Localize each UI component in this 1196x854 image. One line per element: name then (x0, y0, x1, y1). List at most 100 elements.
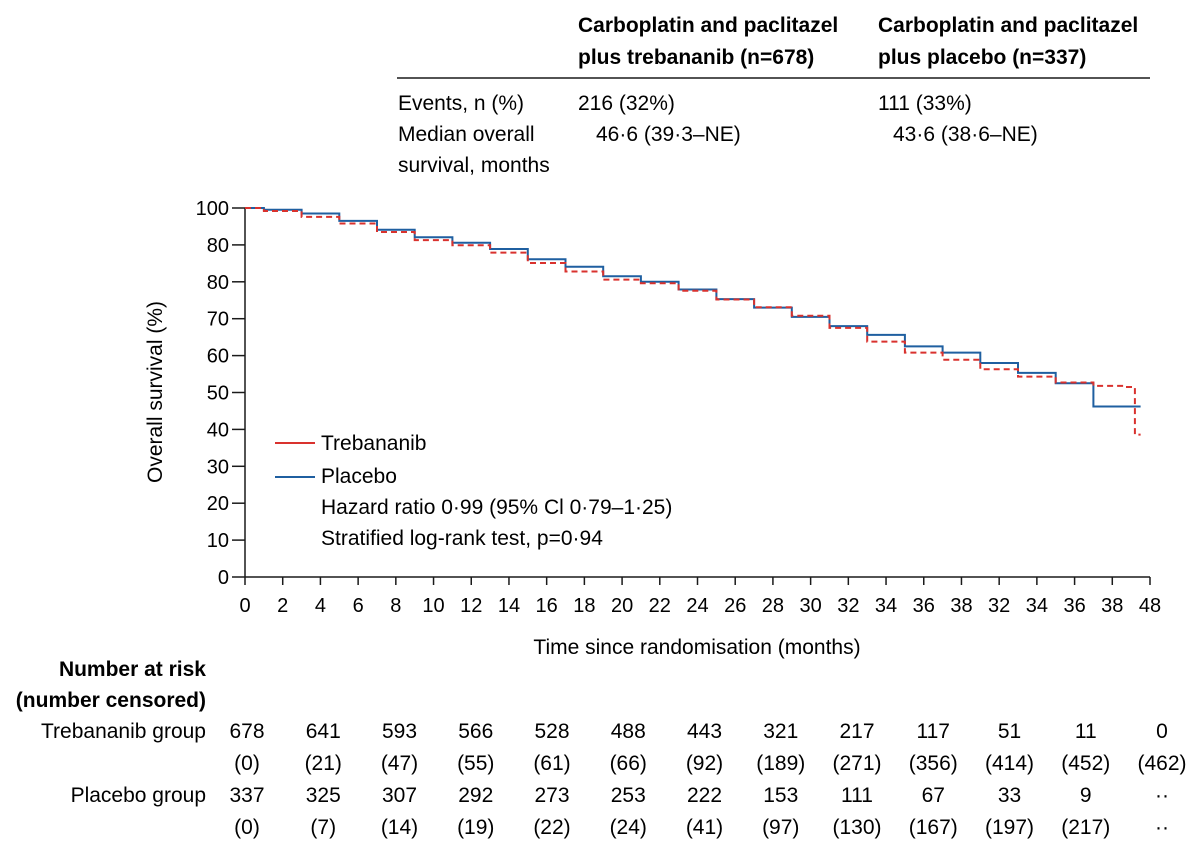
x-tick-label: 0 (239, 595, 250, 617)
risk-at-risk-value: 321 (763, 720, 798, 743)
risk-at-risk-value: 111 (841, 784, 873, 807)
risk-at-risk-value: 593 (382, 720, 417, 743)
y-tick-label: 50 (207, 383, 229, 405)
risk-censored-value: (197) (985, 816, 1034, 839)
risk-at-risk-value: 67 (922, 784, 945, 807)
risk-group-label-placebo: Placebo group (71, 784, 206, 807)
risk-at-risk-value: 641 (306, 720, 341, 743)
y-tick-label: 10 (207, 530, 229, 552)
risk-censored-value: (66) (610, 752, 647, 775)
y-tick-label: 0 (218, 567, 229, 589)
axes: 0 2 4 6 8 10 12 14 16 18 20 22 24 26 28 30 32 34 36 38 32 34 3… (144, 198, 1161, 659)
risk-censored-value: (97) (762, 816, 799, 839)
legend-trebananib-label: Trebananib (321, 432, 426, 455)
risk-censored-value: (271) (832, 752, 881, 775)
x-tick-label: 8 (390, 595, 401, 617)
risk-at-risk-value: 51 (998, 720, 1021, 743)
median-placebo: 43·6 (38·6–NE) (893, 123, 1038, 146)
median-label-line1: Median overall (398, 123, 535, 146)
y-tick-label: 20 (207, 493, 229, 515)
risk-censored-value: (0) (234, 816, 260, 839)
median-label-line2: survival, months (398, 154, 550, 177)
risk-censored-value: (14) (381, 816, 418, 839)
risk-at-risk-value: 33 (998, 784, 1021, 807)
col1-header-line1: Carboplatin and paclitazel (578, 14, 838, 37)
events-label: Events, n (%) (398, 92, 524, 115)
legend-placebo-label: Placebo (321, 465, 397, 488)
y-tick-label: 80 (207, 235, 229, 257)
risk-censored-value: (47) (381, 752, 418, 775)
x-tick-label: 10 (422, 595, 444, 617)
risk-censored-value: (217) (1061, 816, 1110, 839)
risk-censored-value: (21) (305, 752, 342, 775)
risk-censored-value: (41) (686, 816, 723, 839)
risk-censored-value: (92) (686, 752, 723, 775)
x-tick-label: 26 (724, 595, 746, 617)
risk-at-risk-value: 488 (611, 720, 646, 743)
x-tick-label: 28 (762, 595, 784, 617)
x-tick-label: 4 (315, 595, 326, 617)
risk-at-risk-value: 253 (611, 784, 646, 807)
risk-title-line2: (number censored) (16, 689, 206, 712)
y-tick-label: 30 (207, 456, 229, 478)
risk-at-risk-value: 292 (458, 784, 493, 807)
risk-censored-value: (167) (909, 816, 958, 839)
risk-censored-value: (19) (457, 816, 494, 839)
risk-censored-value: (0) (234, 752, 260, 775)
risk-at-risk-value: 0 (1156, 720, 1168, 743)
x-tick-label: 38 (1101, 595, 1123, 617)
risk-at-risk-value: 337 (229, 784, 264, 807)
x-axis-title: Time since randomisation (months) (533, 636, 860, 659)
risk-at-risk-value: 217 (839, 720, 874, 743)
risk-at-risk-value: ·· (1155, 784, 1169, 807)
x-tick-label: 16 (536, 595, 558, 617)
legend: Trebananib Placebo Hazard ratio 0·99 (95… (275, 432, 672, 550)
col2-header-line2: plus placebo (n=337) (878, 46, 1086, 69)
x-tick-label: 30 (800, 595, 822, 617)
x-tick-label: 2 (277, 595, 288, 617)
trebananib-curve (245, 207, 1141, 436)
y-tick-label: 100 (196, 198, 229, 220)
risk-at-risk-value: 153 (763, 784, 798, 807)
y-tick-label: 40 (207, 419, 229, 441)
x-tick-label: 48 (1139, 595, 1161, 617)
x-tick-label: 24 (686, 595, 708, 617)
x-tick-label: 32 (837, 595, 859, 617)
logrank-text: Stratified log-rank test, p=0·94 (321, 527, 603, 550)
risk-censored-value: (130) (832, 816, 881, 839)
y-ticks: 0 10 20 30 40 50 60 70 80 80 100 (196, 198, 245, 589)
risk-censored-value: (414) (985, 752, 1034, 775)
risk-at-risk-value: 11 (1075, 720, 1097, 743)
risk-title-line1: Number at risk (59, 658, 206, 681)
risk-at-risk-value: 117 (917, 720, 950, 743)
risk-censored-value: (24) (610, 816, 647, 839)
risk-at-risk-value: 443 (687, 720, 722, 743)
risk-at-risk-value: 678 (229, 720, 264, 743)
x-tick-label: 20 (611, 595, 633, 617)
risk-censored-value: (356) (909, 752, 958, 775)
x-tick-label: 34 (875, 595, 897, 617)
events-trebananib: 216 (32%) (578, 92, 675, 115)
y-tick-label: 70 (207, 309, 229, 331)
x-tick-label: 14 (498, 595, 520, 617)
risk-group-label-trebananib: Trebananib group (41, 720, 206, 743)
risk-at-risk-value: 9 (1080, 784, 1092, 807)
risk-censored-value: (22) (533, 816, 570, 839)
risk-censored-value: (189) (756, 752, 805, 775)
risk-at-risk-value: 566 (458, 720, 493, 743)
plot-area (245, 207, 1141, 436)
col1-header-line2: plus trebananib (n=678) (578, 46, 814, 69)
x-ticks: 0 2 4 6 8 10 12 14 16 18 20 22 24 26 28 30 32 34 36 38 32 34 3… (239, 577, 1161, 617)
x-tick-label: 38 (950, 595, 972, 617)
y-tick-label: 80 (207, 272, 229, 294)
x-tick-label: 36 (913, 595, 935, 617)
x-tick-label: 6 (353, 595, 364, 617)
risk-at-risk-value: 307 (382, 784, 417, 807)
events-placebo: 111 (33%) (878, 92, 972, 115)
risk-censored-value: (462) (1137, 752, 1186, 775)
risk-censored-value: ·· (1155, 816, 1169, 839)
x-tick-label: 34 (1026, 595, 1048, 617)
risk-table: Number at risk (number censored) Trebana… (16, 658, 1187, 839)
x-tick-label: 18 (573, 595, 595, 617)
